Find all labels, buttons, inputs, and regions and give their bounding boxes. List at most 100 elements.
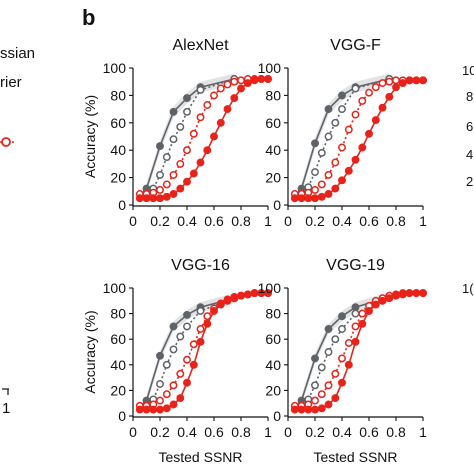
data-point <box>324 348 333 356</box>
x-tick-label: 0.6 <box>359 424 379 440</box>
data-point <box>176 369 185 378</box>
data-point <box>223 105 232 114</box>
x-tick-label: 0 <box>284 424 292 440</box>
data-point <box>176 184 185 193</box>
data-point <box>371 116 380 125</box>
data-point <box>385 92 394 101</box>
data-point <box>311 185 319 194</box>
data-point <box>358 319 367 328</box>
x-tick-label: 0.2 <box>150 213 170 229</box>
data-point <box>176 332 185 341</box>
data-point <box>230 77 239 86</box>
data-point <box>189 360 198 369</box>
data-point <box>358 143 367 152</box>
data-point <box>351 337 360 346</box>
y-tick-label: 60 <box>110 331 126 347</box>
data-point <box>237 76 245 85</box>
data-point <box>338 378 346 387</box>
data-point <box>338 105 346 114</box>
data-point <box>203 101 212 109</box>
x-tick-label: 0.8 <box>386 213 406 229</box>
data-point <box>203 319 212 328</box>
data-point <box>169 135 178 144</box>
y-tick-label: 80 <box>265 87 281 103</box>
data-point <box>358 309 367 318</box>
data-point <box>183 107 191 116</box>
data-point <box>183 310 191 319</box>
data-point <box>405 76 414 85</box>
data-point <box>162 153 171 162</box>
right-tick-fragment-4: 4 <box>466 147 473 162</box>
y-tick-label: 100 <box>258 280 282 296</box>
data-point <box>311 405 319 414</box>
data-point <box>183 355 191 364</box>
data-point <box>351 309 360 318</box>
data-point <box>196 325 205 333</box>
data-point <box>257 75 266 83</box>
legend-fragment-gaussian: ssian <box>0 45 35 62</box>
y-axis-label: Accuracy (%) <box>82 310 98 393</box>
data-point <box>156 380 164 388</box>
y-axis-label: Accuracy (%) <box>82 95 98 178</box>
data-point <box>203 146 212 155</box>
x-tick-label: 0.2 <box>305 424 325 440</box>
y-tick-label: 80 <box>110 306 126 322</box>
right-tick-fragment-10: 10 <box>462 63 474 78</box>
data-point <box>392 291 400 300</box>
x-tick-label: 0.4 <box>177 424 197 440</box>
chart-title: VGG-19 <box>326 257 385 274</box>
data-point <box>183 94 191 103</box>
data-point <box>324 190 333 198</box>
data-point <box>156 142 164 151</box>
y-tick-label: 80 <box>110 87 126 103</box>
data-point <box>338 91 346 100</box>
chart-title: VGG-16 <box>171 257 230 274</box>
y-tick-label: 60 <box>265 331 281 347</box>
y-tick-label: 20 <box>110 170 126 186</box>
data-point <box>371 83 380 92</box>
x-tick-label: 0.4 <box>177 213 197 229</box>
data-point <box>169 190 178 198</box>
data-point <box>135 405 144 414</box>
y-tick-label: 40 <box>265 142 281 158</box>
series-line <box>300 296 390 401</box>
left-tick-fragment: 1 <box>2 400 10 417</box>
data-point <box>189 340 198 349</box>
chart-title: VGG-F <box>330 37 381 54</box>
data-point <box>378 79 387 88</box>
data-point <box>290 405 299 414</box>
data-point <box>344 166 353 175</box>
data-point <box>311 194 319 203</box>
y-tick-label: 60 <box>110 115 126 131</box>
data-point <box>264 289 272 298</box>
data-point <box>290 194 299 203</box>
data-point <box>250 76 259 85</box>
data-point <box>135 194 144 203</box>
x-tick-label: 1 <box>264 213 272 229</box>
data-point <box>358 96 367 105</box>
data-point <box>169 322 178 331</box>
data-point <box>412 76 421 85</box>
data-point <box>317 390 326 399</box>
x-tick-label: 0.8 <box>231 213 251 229</box>
y-tick-label: 0 <box>273 408 281 424</box>
data-point <box>196 113 205 122</box>
y-tick-label: 60 <box>265 115 281 131</box>
x-tick-label: 0.6 <box>204 213 224 229</box>
series-line <box>300 78 390 189</box>
data-point <box>196 337 205 346</box>
data-point <box>196 85 205 94</box>
data-point <box>351 303 360 312</box>
x-tick-label: 0 <box>284 213 292 229</box>
data-point <box>331 118 340 127</box>
data-point <box>237 291 245 300</box>
data-point <box>243 290 252 299</box>
data-point <box>419 76 427 85</box>
data-point <box>297 405 306 414</box>
data-point <box>156 396 164 405</box>
data-point <box>419 289 427 298</box>
y-tick-label: 20 <box>265 382 281 398</box>
data-point <box>371 300 380 309</box>
data-point <box>176 122 185 131</box>
data-point <box>338 143 346 152</box>
